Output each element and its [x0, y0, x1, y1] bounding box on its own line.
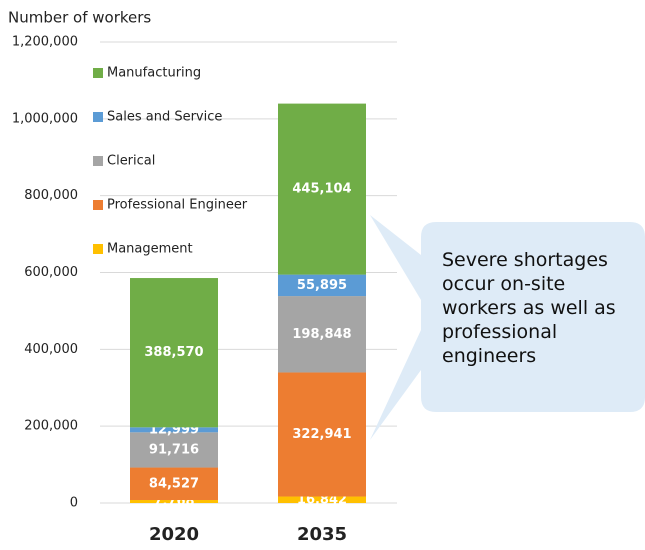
value-label: 91,716 — [149, 442, 199, 457]
legend-label: Professional Engineer — [107, 198, 248, 213]
bar-segment — [278, 496, 366, 503]
y-tick-label: 800,000 — [24, 188, 78, 203]
value-label: 55,895 — [297, 278, 347, 293]
legend-label: Manufacturing — [107, 66, 201, 81]
bar-segment — [278, 372, 366, 497]
y-tick-label: 400,000 — [24, 342, 78, 357]
y-tick-label: 0 — [70, 496, 78, 511]
value-label: 388,570 — [144, 345, 203, 360]
y-tick-label: 600,000 — [24, 265, 78, 280]
value-label: 445,104 — [292, 182, 351, 197]
legend-swatch — [93, 68, 103, 78]
legend-swatch — [93, 244, 103, 254]
legend-swatch — [93, 112, 103, 122]
bar-segment — [130, 278, 218, 428]
bar-segment — [278, 296, 366, 373]
callout-bubble — [370, 215, 645, 440]
legend-swatch — [93, 156, 103, 166]
y-tick-label: 1,200,000 — [12, 35, 78, 50]
value-label: 84,527 — [149, 476, 199, 491]
legend-swatch — [93, 200, 103, 210]
y-axis-title: Number of workers — [8, 9, 151, 27]
y-tick-label: 1,000,000 — [12, 111, 78, 126]
legend-label: Sales and Service — [107, 110, 222, 125]
annotation: Severe shortages occur on-site workers a… — [442, 249, 616, 367]
bar-segment — [130, 500, 218, 503]
bar-segment — [130, 427, 218, 433]
value-label: 322,941 — [292, 427, 351, 442]
x-tick-label: 2035 — [297, 524, 347, 545]
legend-label: Management — [107, 242, 193, 257]
bar-segment — [130, 467, 218, 501]
y-tick-label: 200,000 — [24, 419, 78, 434]
bar-segment — [130, 432, 218, 468]
value-label: 198,848 — [292, 327, 351, 342]
legend-label: Clerical — [107, 154, 155, 169]
bar-segment — [278, 274, 366, 297]
bar-segment — [278, 103, 366, 275]
x-tick-label: 2020 — [149, 524, 199, 545]
